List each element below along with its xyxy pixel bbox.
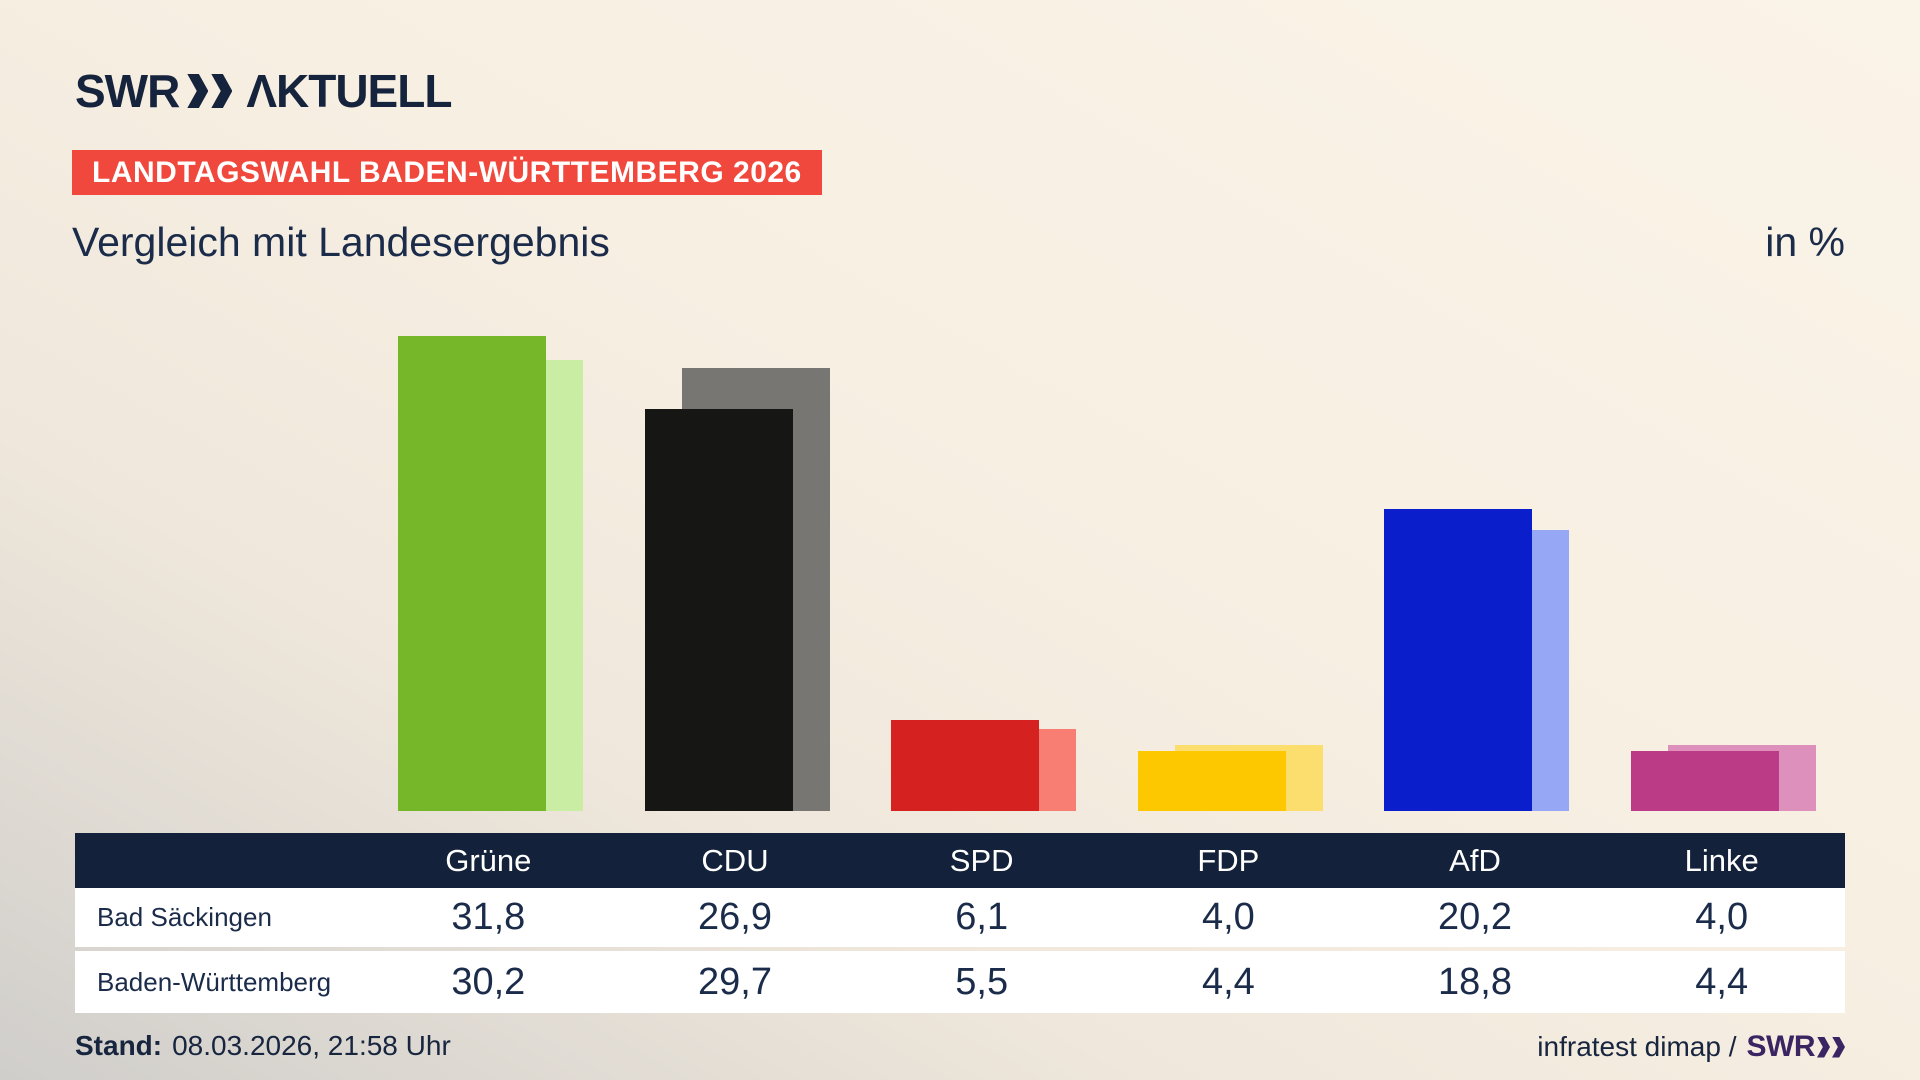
election-banner: LANDTAGSWAHL BADEN-WÜRTTEMBERG 2026 (72, 150, 822, 195)
value-spd-bad-s-ckingen: 6,1 (955, 896, 1009, 938)
logo-aktuell-text: ΛKTUELL (246, 65, 452, 117)
bar-fdp-bad-s-ckingen (1137, 751, 1286, 811)
table-row: Baden-Württemberg 30,2 29,7 5,5 4,4 18,8 4,4 (75, 951, 1845, 1013)
swr-brand-text: SWR (1746, 1030, 1816, 1063)
header-party-gr-ne: Grüne (445, 842, 532, 878)
bar-spd-bad-s-ckingen (891, 719, 1040, 811)
value-gr-ne-bad-s-ckingen: 31,8 (451, 896, 526, 938)
value-afd-bad-s-ckingen: 20,2 (1438, 896, 1512, 938)
table-row: Bad Säckingen 31,8 26,9 6,1 4,0 20,2 4,0 (75, 888, 1845, 947)
logo-swr-text: SWR (75, 65, 180, 117)
bar-cdu-bad-s-ckingen (644, 409, 793, 811)
value-linke-baden-w-rttemberg: 4,4 (1695, 960, 1749, 1003)
bar-afd-bad-s-ckingen (1384, 509, 1533, 811)
unit-label: in % (1765, 219, 1845, 265)
status-timestamp: Stand: 08.03.2026, 21:58 Uhr (75, 1030, 451, 1062)
value-cdu-bad-s-ckingen: 26,9 (698, 896, 772, 938)
chevron-icon (1817, 1036, 1830, 1058)
header-party-fdp: FDP (1197, 842, 1260, 878)
value-cdu-baden-w-rttemberg: 29,7 (698, 960, 772, 1003)
row-label-bad-s-ckingen: Bad Säckingen (97, 902, 272, 932)
bar-chart (398, 336, 1816, 811)
table-header-row: Grüne CDU SPD FDP AfD Linke (75, 833, 1845, 888)
chevron-icon (1832, 1036, 1845, 1058)
double-chevron-icon (187, 74, 233, 108)
value-fdp-bad-s-ckingen: 4,0 (1201, 896, 1255, 938)
header-party-linke: Linke (1684, 842, 1759, 878)
swr-brand-logo: SWR (1746, 1030, 1845, 1064)
value-spd-baden-w-rttemberg: 5,5 (955, 960, 1009, 1003)
stand-label: Stand: (75, 1030, 163, 1061)
value-fdp-baden-w-rttemberg: 4,4 (1201, 960, 1255, 1003)
bar-linke-bad-s-ckingen (1631, 751, 1779, 811)
header-party-spd: SPD (949, 842, 1014, 878)
header-party-cdu: CDU (701, 842, 769, 878)
chevron-icon (187, 74, 209, 108)
chevron-icon (211, 74, 233, 108)
stand-value: 08.03.2026, 21:58 Uhr (172, 1030, 451, 1061)
value-gr-ne-baden-w-rttemberg: 30,2 (451, 960, 526, 1003)
page-title: Vergleich mit Landesergebnis (72, 219, 610, 265)
row-label-baden-w-rttemberg: Baden-Württemberg (97, 966, 332, 997)
source-credit: infratest dimap / SWR (1537, 1030, 1845, 1064)
header-party-afd: AfD (1449, 842, 1501, 878)
bar-gr-ne-bad-s-ckingen (398, 336, 546, 811)
value-afd-baden-w-rttemberg: 18,8 (1438, 960, 1512, 1003)
swr-aktuell-logo: SWR ΛKTUELL (75, 64, 452, 118)
source-text: infratest dimap / (1537, 1031, 1737, 1062)
value-linke-bad-s-ckingen: 4,0 (1695, 896, 1749, 938)
